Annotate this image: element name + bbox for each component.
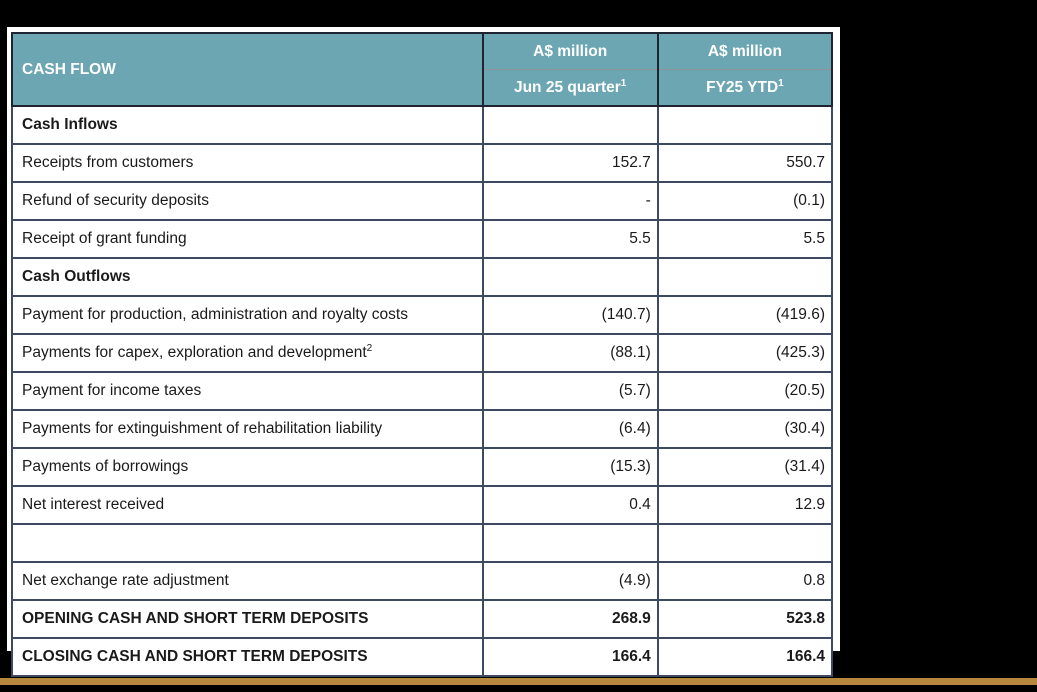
value-quarter: 268.9 — [481, 599, 659, 639]
column-header-ytd: FY25 YTD1 — [656, 69, 833, 107]
table-row: CLOSING CASH AND SHORT TERM DEPOSITS 166.… — [11, 637, 834, 677]
value-ytd: (20.5) — [656, 371, 834, 411]
row-label-text: Payment for income taxes — [22, 382, 202, 399]
table-row: Refund of security deposits - (0.1) — [11, 181, 834, 221]
footnote-marker: 1 — [778, 77, 784, 89]
row-label-text: Net exchange rate adjustment — [22, 572, 229, 589]
table-row: Payments of borrowings (15.3) (31.4) — [11, 447, 834, 487]
value-ytd: 5.5 — [656, 219, 834, 259]
row-label-text: OPENING CASH AND SHORT TERM DEPOSITS — [22, 610, 369, 627]
table-row: Net exchange rate adjustment (4.9) 0.8 — [11, 561, 834, 601]
row-label-text: Receipt of grant funding — [22, 230, 187, 247]
value-ytd: (425.3) — [656, 333, 834, 373]
row-label: Receipts from customers — [11, 143, 484, 183]
row-label-text: Payments for capex, exploration and deve… — [22, 344, 367, 361]
table-header: CASH FLOW A$ million A$ million Jun 25 q… — [11, 32, 833, 107]
value-quarter: (15.3) — [481, 447, 659, 487]
footnote-marker: 2 — [366, 342, 373, 354]
value-ytd: (31.4) — [656, 447, 834, 487]
row-label-text: CLOSING CASH AND SHORT TERM DEPOSITS — [22, 648, 368, 665]
value-ytd: (30.4) — [656, 409, 834, 449]
row-label: Payments for extinguishment of rehabilit… — [11, 409, 484, 449]
table-row: Payments for capex, exploration and deve… — [11, 333, 834, 373]
value-ytd: 523.8 — [656, 599, 834, 639]
row-label: Receipt of grant funding — [11, 219, 484, 259]
table-row — [11, 523, 834, 563]
value-quarter: (6.4) — [481, 409, 659, 449]
footnote-marker: 1 — [620, 77, 627, 89]
value-quarter — [481, 257, 659, 297]
table-row: Payments for extinguishment of rehabilit… — [11, 409, 834, 449]
value-quarter: (4.9) — [481, 561, 659, 601]
table-row: Cash Outflows — [11, 257, 834, 297]
row-label: Refund of security deposits — [11, 181, 484, 221]
row-label-text: Payments for extinguishment of rehabilit… — [22, 420, 383, 437]
value-quarter: (88.1) — [481, 333, 659, 373]
value-ytd — [656, 257, 834, 297]
row-label: Cash Outflows — [11, 257, 484, 297]
column-header-quarter: Jun 25 quarter1 — [481, 69, 659, 107]
value-ytd — [656, 523, 834, 563]
table-title: CASH FLOW — [11, 32, 484, 107]
unit-header-ytd: A$ million — [656, 32, 833, 70]
table-row: Payment for income taxes (5.7) (20.5) — [11, 371, 834, 411]
value-ytd: 550.7 — [656, 143, 834, 183]
value-quarter: (5.7) — [481, 371, 659, 411]
row-label-text: Payments of borrowings — [22, 458, 189, 475]
column-header-ytd-label: FY25 YTD — [706, 78, 779, 96]
row-label: Cash Inflows — [11, 105, 484, 145]
table-row: Receipt of grant funding 5.5 5.5 — [11, 219, 834, 259]
value-ytd: 166.4 — [656, 637, 834, 677]
row-label — [11, 523, 484, 563]
table-row: Net interest received 0.4 12.9 — [11, 485, 834, 525]
row-label: Payments of borrowings — [11, 447, 484, 487]
row-label: OPENING CASH AND SHORT TERM DEPOSITS — [11, 599, 484, 639]
row-label-text: Receipts from customers — [22, 154, 194, 171]
row-label-text: Payment for production, administration a… — [22, 306, 408, 323]
value-ytd — [656, 105, 834, 145]
value-quarter: 152.7 — [481, 143, 659, 183]
unit-header-quarter: A$ million — [481, 32, 659, 70]
row-label-text: Refund of security deposits — [22, 192, 209, 209]
value-quarter: (140.7) — [481, 295, 659, 335]
row-label-text: Net interest received — [22, 496, 165, 513]
cash-flow-table: CASH FLOW A$ million A$ million Jun 25 q… — [11, 32, 834, 677]
bottom-accent-bar — [0, 678, 1037, 685]
table-row: Payment for production, administration a… — [11, 295, 834, 335]
value-ytd: (0.1) — [656, 181, 834, 221]
value-ytd: (419.6) — [656, 295, 834, 335]
row-label-text: Cash Inflows — [22, 116, 118, 133]
value-quarter: 0.4 — [481, 485, 659, 525]
row-label: Payment for production, administration a… — [11, 295, 484, 335]
value-quarter: 5.5 — [481, 219, 659, 259]
row-label-text: Cash Outflows — [22, 268, 131, 285]
value-ytd: 12.9 — [656, 485, 834, 525]
row-label: Payments for capex, exploration and deve… — [11, 333, 484, 373]
value-ytd: 0.8 — [656, 561, 834, 601]
table-row: Receipts from customers 152.7 550.7 — [11, 143, 834, 183]
value-quarter: - — [481, 181, 659, 221]
column-header-quarter-label: Jun 25 quarter — [513, 78, 621, 96]
table-row: OPENING CASH AND SHORT TERM DEPOSITS 268.… — [11, 599, 834, 639]
table-body: Cash Inflows Receipts from customers 152.7… — [11, 105, 834, 677]
row-label: CLOSING CASH AND SHORT TERM DEPOSITS — [11, 637, 484, 677]
value-quarter: 166.4 — [481, 637, 659, 677]
value-quarter — [481, 105, 659, 145]
row-label: Net interest received — [11, 485, 484, 525]
table-row: Cash Inflows — [11, 105, 834, 145]
report-page: CASH FLOW A$ million A$ million Jun 25 q… — [7, 27, 840, 677]
row-label: Payment for income taxes — [11, 371, 484, 411]
value-quarter — [481, 523, 659, 563]
row-label: Net exchange rate adjustment — [11, 561, 484, 601]
